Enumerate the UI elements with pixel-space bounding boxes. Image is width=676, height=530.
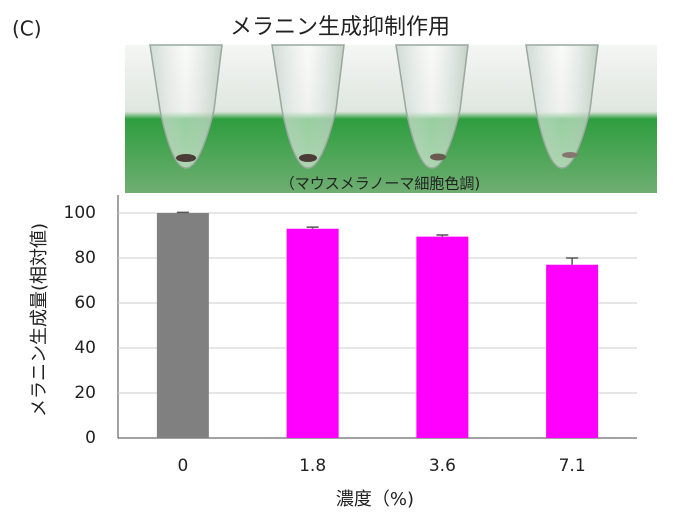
bar [286,228,339,438]
error-bar [566,257,579,265]
bar [416,236,469,438]
y-axis-label: メラニン生成量(相対値) [29,223,50,417]
y-tick-label: 60 [74,293,96,313]
photo-caption: （マウスメラノーマ細胞色調) [280,175,481,193]
y-tick-label: 80 [74,248,96,268]
x-axis-label: 濃度（%) [336,489,414,510]
photo: （マウスメラノーマ細胞色調) [125,44,657,193]
panel-label: (C) [12,17,42,41]
y-tick-label: 20 [74,383,96,403]
bar [156,213,209,438]
error-bar [436,234,449,237]
bar [546,264,599,438]
chart-title: メラニン生成抑制作用 [230,15,450,40]
y-tick-label: 40 [74,338,96,358]
y-tick-label: 100 [64,203,96,223]
error-bar [176,211,189,214]
x-tick-label: 7.1 [559,456,586,476]
error-bar [306,226,319,229]
y-tick-label: 0 [85,428,96,448]
x-tick-label: 3.6 [429,456,456,476]
x-tick-label: 0 [177,456,188,476]
x-tick-label: 1.8 [299,456,326,476]
